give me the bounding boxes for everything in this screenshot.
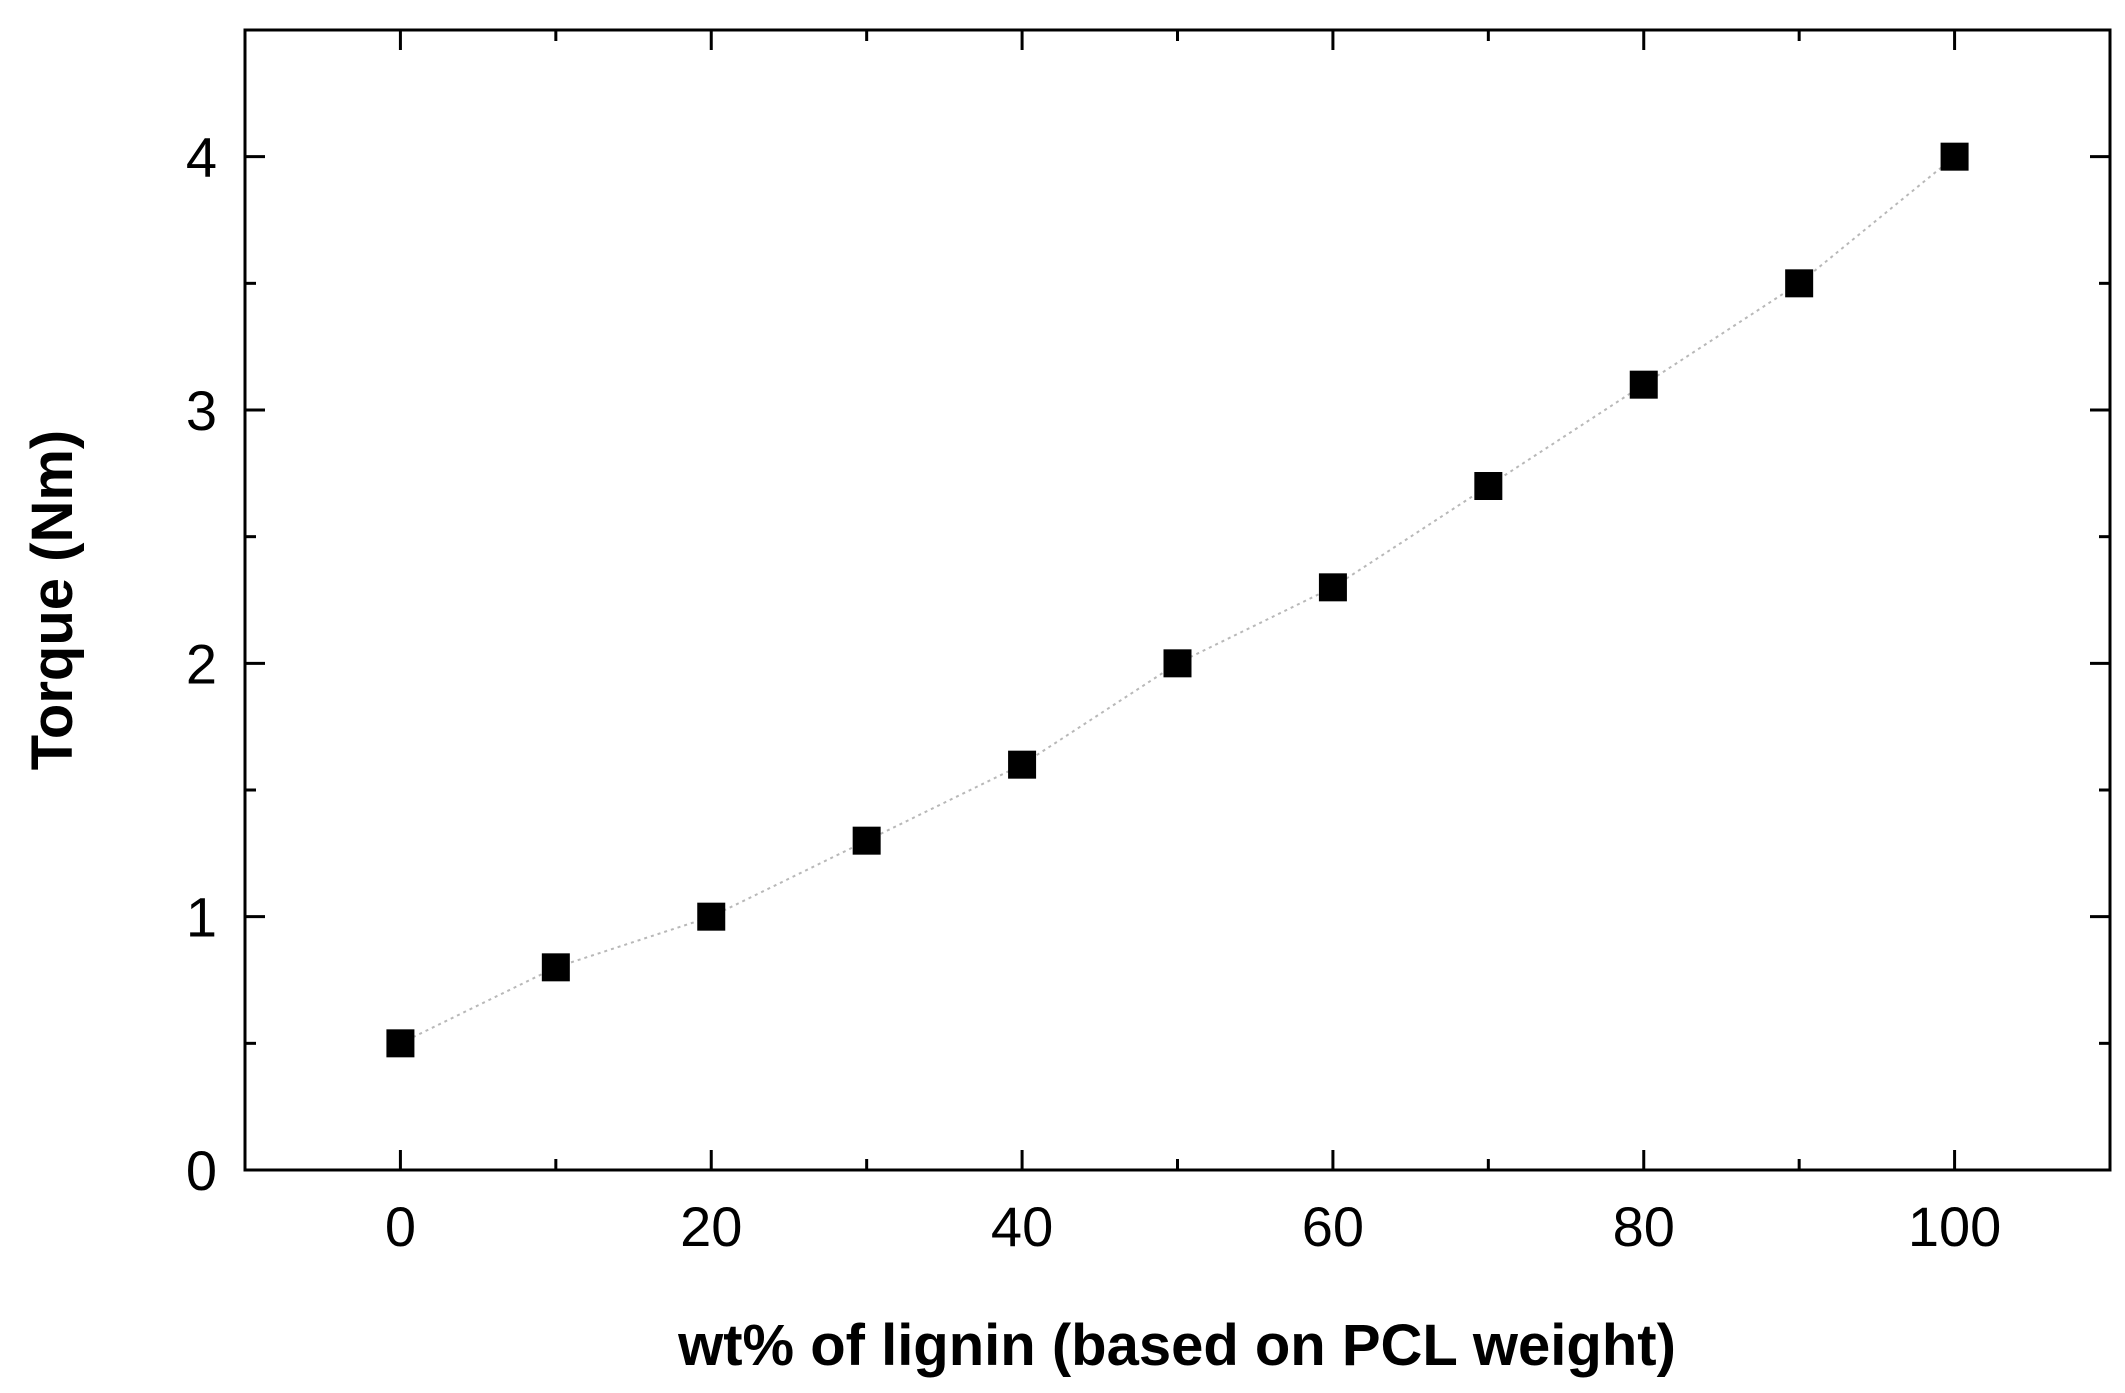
data-point <box>1318 573 1347 602</box>
x-tick-label: 60 <box>1302 1195 1364 1258</box>
data-point <box>697 902 726 931</box>
data-point <box>1785 269 1814 298</box>
y-tick-label: 0 <box>186 1139 217 1202</box>
x-tick-label: 40 <box>991 1195 1053 1258</box>
data-point <box>1474 472 1503 500</box>
y-tick-label: 1 <box>186 886 217 949</box>
data-point <box>1163 649 1192 678</box>
data-point <box>1008 750 1037 779</box>
axis-ticks <box>243 28 2112 1172</box>
data-point <box>1629 370 1658 399</box>
x-tick-label: 0 <box>385 1195 416 1258</box>
y-axis-title: Torque (Nm) <box>20 430 85 770</box>
x-tick-label: 20 <box>680 1195 742 1258</box>
data-point <box>1940 142 1969 171</box>
series-line <box>399 155 1956 1045</box>
plot-frame <box>243 28 2112 1172</box>
x-axis-title: wt% of lignin (based on PCL weight) <box>677 1313 1676 1378</box>
y-tick-label: 3 <box>186 379 217 442</box>
data-point <box>852 826 881 855</box>
series-connector <box>399 155 1956 1045</box>
y-tick-label: 2 <box>186 632 217 695</box>
axis-tick-labels: 0 20 40 60 80 100 0 1 2 3 4 <box>186 126 2001 1258</box>
x-tick-label: 80 <box>1613 1195 1675 1258</box>
data-point <box>386 1029 415 1058</box>
data-points <box>386 142 1969 1058</box>
data-point <box>541 953 570 982</box>
x-tick-label: 100 <box>1908 1195 2001 1258</box>
y-tick-label: 4 <box>186 126 217 189</box>
